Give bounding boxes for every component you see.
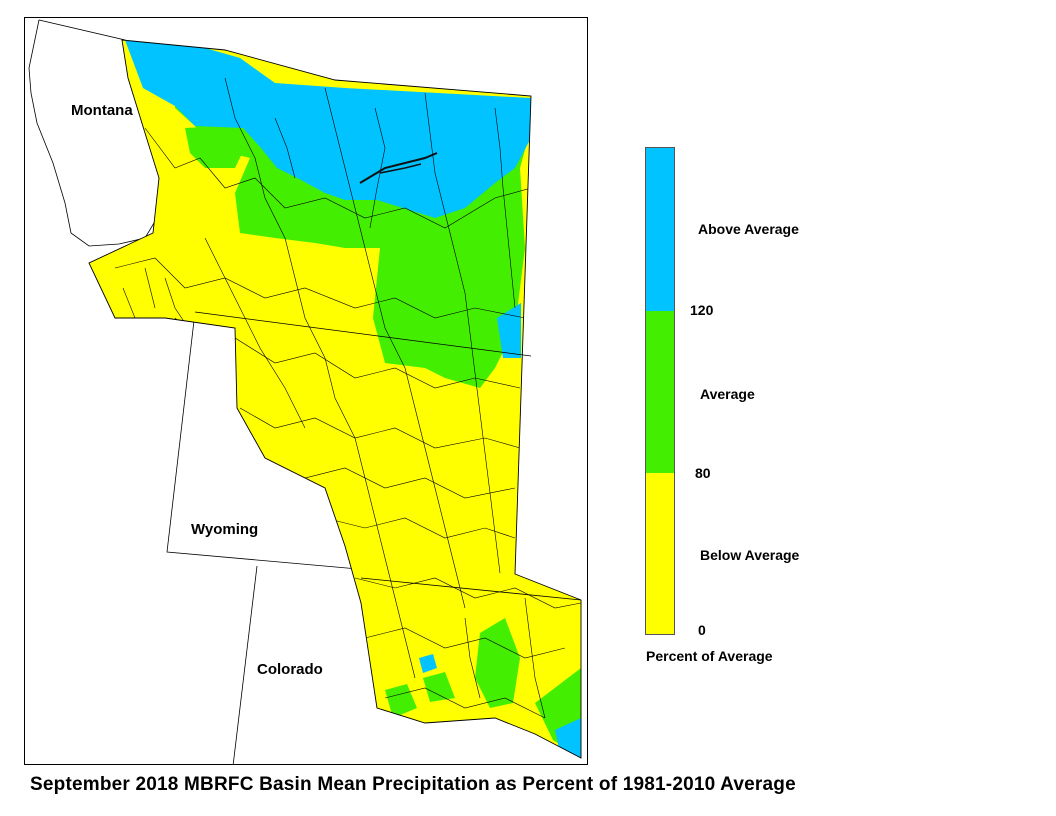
colorado-outline (232, 565, 258, 764)
legend-color-bar (645, 147, 675, 635)
basin-map-svg (28, 19, 582, 764)
legend-below-average-swatch (646, 473, 674, 634)
legend-label-average: Average (700, 386, 755, 402)
legend-tick-0: 0 (698, 622, 706, 638)
basin-boundaries (114, 77, 581, 719)
average-area-south-center (423, 672, 455, 702)
basin-outline (88, 39, 582, 759)
state-label-montana: Montana (71, 102, 133, 119)
legend-above-average-swatch (646, 148, 674, 311)
state-label-colorado: Colorado (257, 661, 323, 678)
average-area-south (385, 684, 417, 718)
legend-tick-80: 80 (695, 465, 711, 481)
average-area-southeast (475, 618, 520, 708)
basin-fills (89, 40, 581, 758)
above-average-area-east (497, 303, 521, 358)
river-feature-2 (379, 163, 422, 174)
wyoming-colorado-border (360, 577, 582, 601)
legend-label-below-average: Below Average (700, 547, 800, 563)
precipitation-map: Montana Wyoming Colorado (24, 17, 588, 765)
legend-title: Percent of Average (646, 648, 773, 664)
montana-wyoming-border (194, 311, 532, 357)
above-average-area-south (419, 654, 437, 673)
legend-average-swatch (646, 311, 674, 473)
legend-tick-120: 120 (690, 302, 714, 318)
legend-label-above-average: Above Average (698, 221, 799, 237)
average-area-northwest (185, 126, 247, 168)
river-feature (359, 152, 438, 184)
map-caption: September 2018 MBRFC Basin Mean Precipit… (30, 774, 796, 795)
state-label-wyoming: Wyoming (191, 521, 259, 538)
